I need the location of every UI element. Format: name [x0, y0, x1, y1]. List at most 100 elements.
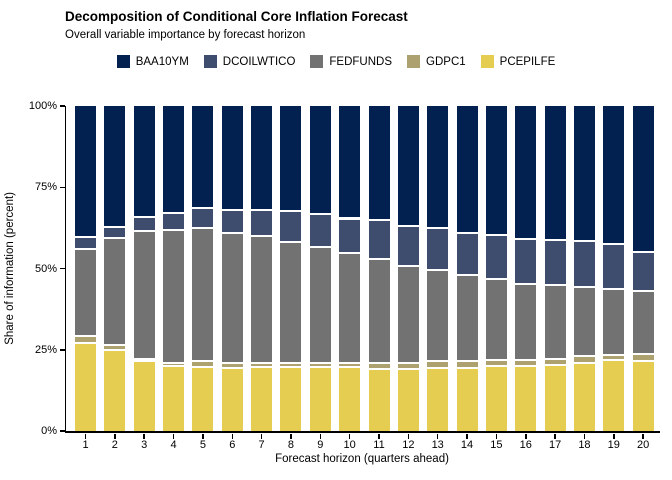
- bar-13: [427, 106, 449, 431]
- bar-segment-baa10ym: [397, 106, 419, 225]
- bar-17: [544, 106, 566, 431]
- x-axis-tick: [642, 434, 644, 439]
- bar-segment-baa10ym: [163, 106, 185, 212]
- x-axis-tick: [378, 434, 380, 439]
- bar-segment-gdpc1: [573, 355, 595, 362]
- x-tick-label: 12: [402, 439, 415, 451]
- bar-segment-pcepilfe: [75, 341, 96, 431]
- bar-segment-fedfunds: [485, 277, 507, 359]
- bar-segment-dcoilwtico: [133, 215, 155, 230]
- bar-12: [397, 106, 419, 431]
- x-tick-label: 4: [170, 439, 177, 451]
- x-axis-tick: [84, 434, 87, 439]
- x-tick-label: 5: [199, 439, 206, 451]
- bar-segment-gdpc1: [368, 361, 390, 368]
- legend-label: FEDFUNDS: [329, 55, 393, 68]
- bar-segment-fedfunds: [280, 240, 302, 362]
- y-tick-label: 25%: [34, 343, 57, 356]
- bar-19: [603, 106, 625, 431]
- x-tick-label: 13: [431, 439, 444, 451]
- bar-segment-baa10ym: [632, 106, 654, 251]
- bar-segment-fedfunds: [251, 234, 273, 362]
- bar-segment-pcepilfe: [251, 366, 273, 431]
- bar-segment-baa10ym: [515, 106, 537, 238]
- bar-segment-pcepilfe: [485, 365, 507, 431]
- legend-swatch-fedfunds: [310, 55, 324, 68]
- bar-segment-fedfunds: [133, 229, 155, 358]
- bar-segment-gdpc1: [192, 360, 214, 366]
- bar-segment-fedfunds: [603, 288, 625, 355]
- bar-segment-pcepilfe: [515, 365, 537, 431]
- bar-segment-gdpc1: [397, 361, 419, 368]
- bar-segment-dcoilwtico: [427, 226, 449, 269]
- legend-swatch-gdpc1: [407, 55, 421, 68]
- bar-segment-dcoilwtico: [632, 250, 654, 290]
- bar-segment-fedfunds: [75, 248, 96, 335]
- x-tick-label: 10: [343, 439, 356, 451]
- bar-segment-dcoilwtico: [309, 212, 331, 247]
- bar-segment-gdpc1: [104, 343, 126, 349]
- bar-8: [280, 106, 302, 431]
- plot-area: 0% 25% 50% 75% 100% 1 2 3 4 5 6 7 8 9 10 11 12 13 14 15 16 17…: [29, 100, 660, 451]
- legend-item-fedfunds: FEDFUNDS: [310, 55, 392, 68]
- legend-item-dcoilwtico: DCOILWTICO: [203, 55, 296, 68]
- bar-16: [515, 106, 537, 431]
- bar-18: [573, 106, 595, 431]
- chart-title: Decomposition of Conditional Core Inflat…: [65, 9, 408, 24]
- bar-2: [104, 106, 126, 431]
- legend-item-baa10ym: BAA10YM: [116, 55, 189, 68]
- x-axis-tick: [525, 434, 527, 439]
- x-tick-label: 6: [229, 439, 236, 451]
- bar-segment-gdpc1: [544, 357, 566, 365]
- y-axis-tick: [59, 267, 65, 270]
- legend-item-gdpc1: GDPC1: [407, 55, 466, 68]
- x-axis-tick: [231, 434, 233, 439]
- bar-segment-baa10ym: [456, 106, 478, 232]
- bar-segment-gdpc1: [163, 362, 185, 366]
- bar-segment-fedfunds: [397, 264, 419, 362]
- legend-swatch-dcoilwtico: [203, 55, 217, 68]
- bar-segment-fedfunds: [544, 284, 566, 358]
- x-axis-tick: [407, 434, 410, 439]
- bar-segment-pcepilfe: [603, 359, 625, 431]
- bar-segment-gdpc1: [339, 361, 361, 366]
- bar-segment-dcoilwtico: [456, 231, 478, 274]
- bar-segment-fedfunds: [192, 227, 214, 361]
- x-tick-label: 8: [287, 439, 294, 451]
- x-tick-label: 18: [578, 439, 591, 451]
- y-tick-label: 50%: [34, 262, 57, 275]
- bar-segment-fedfunds: [221, 232, 243, 363]
- bar-segment-pcepilfe: [456, 366, 478, 431]
- bar-segment-dcoilwtico: [339, 217, 361, 252]
- bar-segment-pcepilfe: [544, 364, 566, 431]
- bar-3: [133, 106, 155, 431]
- bar-5: [192, 106, 214, 431]
- bar-segment-dcoilwtico: [397, 224, 419, 265]
- bar-segment-dcoilwtico: [603, 243, 625, 288]
- bar-segment-gdpc1: [75, 334, 96, 342]
- y-tick-label: 0%: [41, 425, 57, 437]
- x-axis-tick: [348, 434, 351, 439]
- bar-segment-baa10ym: [427, 106, 449, 227]
- bar-segment-baa10ym: [75, 106, 96, 236]
- legend-label: BAA10YM: [135, 55, 189, 68]
- x-axis-tick: [114, 434, 116, 439]
- bar-segment-baa10ym: [573, 106, 595, 240]
- bar-segment-pcepilfe: [339, 366, 361, 431]
- bar-segment-dcoilwtico: [544, 239, 566, 285]
- bar-segment-pcepilfe: [573, 361, 595, 431]
- bar-segment-dcoilwtico: [485, 234, 507, 278]
- x-tick-label: 3: [141, 439, 148, 451]
- legend-item-pcepilfe: PCEPILFE: [480, 55, 555, 68]
- y-tick-label: 100%: [28, 100, 57, 112]
- x-tick-label: 15: [490, 439, 503, 451]
- bar-segment-pcepilfe: [632, 359, 654, 431]
- x-tick-label: 17: [548, 439, 562, 451]
- bar-segment-dcoilwtico: [192, 207, 214, 228]
- legend-label: DCOILWTICO: [222, 55, 296, 68]
- bar-segment-dcoilwtico: [163, 211, 185, 229]
- bar-segment-dcoilwtico: [104, 226, 126, 238]
- bar-segment-dcoilwtico: [280, 209, 302, 241]
- bar-segment-pcepilfe: [397, 367, 419, 431]
- x-axis-tick: [172, 434, 175, 439]
